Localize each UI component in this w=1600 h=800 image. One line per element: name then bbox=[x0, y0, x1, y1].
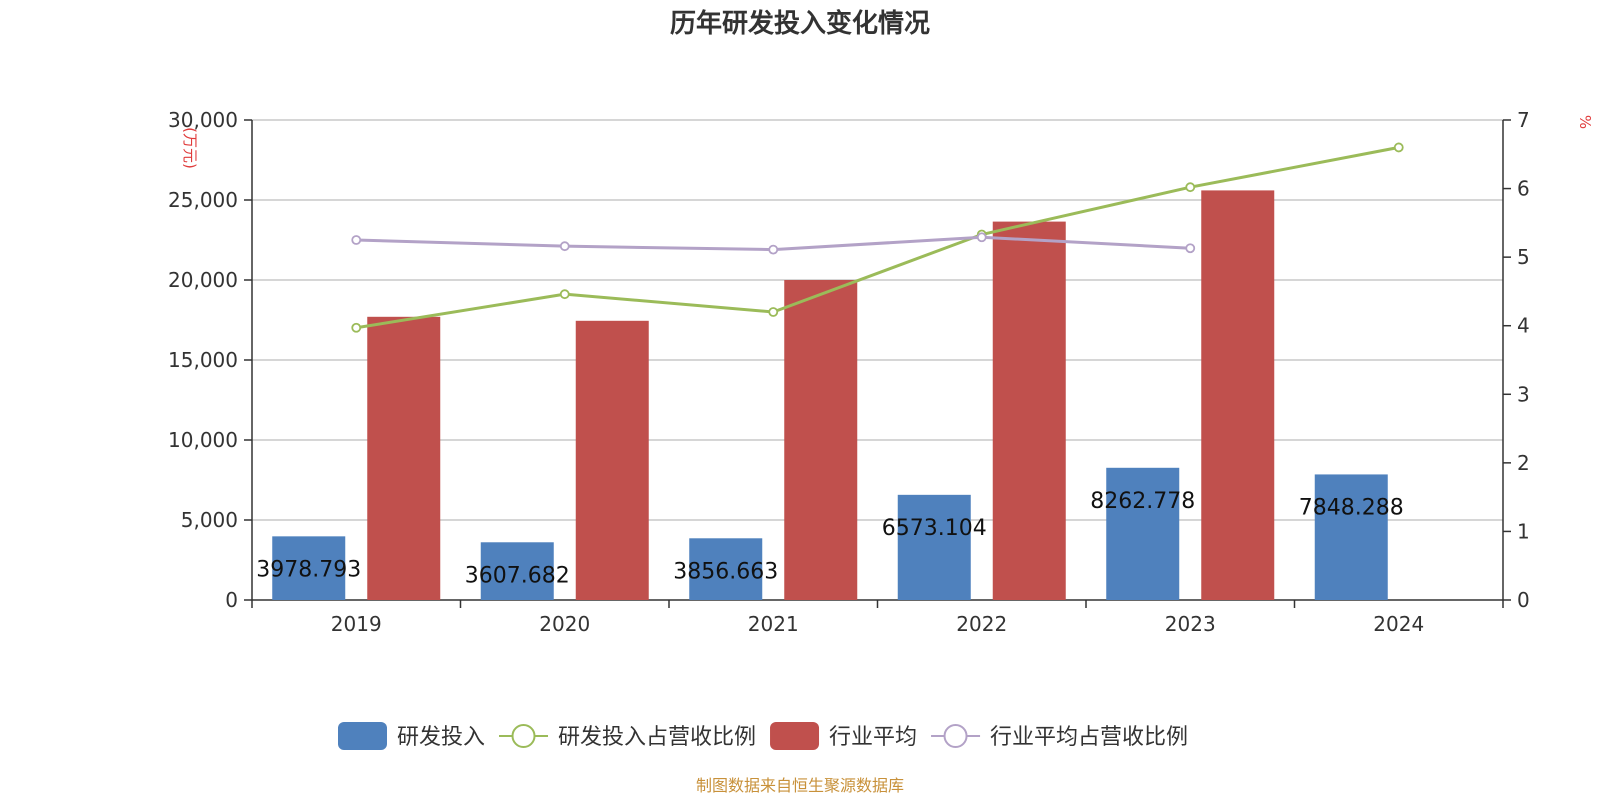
right-axis-unit: % bbox=[1576, 115, 1594, 129]
legend-marker bbox=[943, 724, 968, 748]
bar-data-label: 3978.793 bbox=[256, 557, 361, 582]
right-tick-label: 3 bbox=[1517, 382, 1530, 406]
line-point bbox=[1185, 243, 1196, 254]
line-point bbox=[351, 322, 362, 333]
bar-rd-investment bbox=[689, 538, 763, 600]
legend: 研发投入 研发投入占营收比例 行业平均 行业平均占营收比例 bbox=[338, 722, 1188, 750]
bar-rd-investment bbox=[1106, 467, 1180, 600]
x-tick-label: 2021 bbox=[748, 612, 799, 636]
left-axis-unit: (万元) bbox=[181, 127, 199, 169]
legend-swatch bbox=[338, 722, 387, 750]
left-tick-label: 0 bbox=[225, 588, 238, 612]
right-tick-label: 5 bbox=[1517, 245, 1530, 269]
axes: 0 5,000 10,000 15,000 20,000 25,000 30,000 0 1 2 3… bbox=[168, 108, 1530, 636]
right-tick-label: 4 bbox=[1517, 314, 1530, 338]
gridlines bbox=[252, 119, 1503, 521]
bar-industry-average bbox=[784, 280, 858, 600]
left-tick-label: 15,000 bbox=[168, 348, 238, 372]
x-tick-label: 2019 bbox=[331, 612, 382, 636]
line-point bbox=[1185, 182, 1196, 193]
bar-data-label: 8262.778 bbox=[1090, 489, 1195, 514]
x-tick-label: 2020 bbox=[539, 612, 590, 636]
x-tick-label: 2023 bbox=[1165, 612, 1216, 636]
bar-industry-average bbox=[575, 320, 649, 600]
bars bbox=[272, 190, 1388, 600]
right-tick-label: 2 bbox=[1517, 451, 1530, 475]
line-point bbox=[768, 244, 779, 255]
legend-label: 研发投入占营收比例 bbox=[558, 725, 756, 750]
legend-label: 研发投入 bbox=[397, 725, 485, 750]
right-tick-label: 0 bbox=[1517, 588, 1530, 612]
legend-swatch bbox=[770, 722, 820, 750]
right-tick-label: 6 bbox=[1517, 177, 1530, 201]
left-tick-label: 30,000 bbox=[168, 108, 238, 132]
line-point bbox=[768, 307, 779, 317]
line-point bbox=[559, 241, 570, 252]
bar-rd-investment bbox=[272, 536, 346, 600]
bar-rd-investment bbox=[897, 494, 971, 600]
x-tick-label: 2022 bbox=[956, 612, 1007, 636]
right-tick-label: 7 bbox=[1517, 108, 1530, 132]
line-point bbox=[976, 232, 987, 243]
left-tick-label: 20,000 bbox=[168, 268, 238, 292]
line-point bbox=[559, 289, 570, 300]
bar-data-label: 6573.104 bbox=[882, 516, 987, 541]
left-tick-label: 25,000 bbox=[168, 188, 238, 212]
right-tick-label: 1 bbox=[1517, 519, 1530, 543]
legend-label: 行业平均占营收比例 bbox=[990, 725, 1188, 750]
bar-data-label: 7848.288 bbox=[1299, 495, 1404, 520]
bar-rd-investment bbox=[1314, 474, 1388, 600]
chart-title: 历年研发投入变化情况 bbox=[670, 8, 930, 39]
line-point bbox=[1393, 142, 1404, 153]
lines bbox=[351, 142, 1404, 333]
bar-data-label: 3856.663 bbox=[673, 559, 778, 584]
legend-marker bbox=[511, 724, 536, 748]
data-labels: 3978.793 3607.682 3856.663 6573.104 8262.778… bbox=[256, 489, 1403, 588]
left-tick-label: 5,000 bbox=[181, 508, 238, 532]
bar-industry-average bbox=[367, 316, 441, 600]
legend-label: 行业平均 bbox=[829, 725, 917, 750]
bar-industry-average bbox=[992, 221, 1066, 600]
bar-rd-investment bbox=[480, 542, 554, 600]
source-note: 制图数据来自恒生聚源数据库 bbox=[696, 776, 904, 795]
x-tick-label: 2024 bbox=[1373, 612, 1424, 636]
bar-industry-average bbox=[1201, 190, 1275, 600]
bar-data-label: 3607.682 bbox=[465, 563, 570, 588]
rd-ratio-line bbox=[356, 145, 1400, 330]
left-tick-label: 10,000 bbox=[168, 428, 238, 452]
line-point bbox=[351, 235, 362, 245]
